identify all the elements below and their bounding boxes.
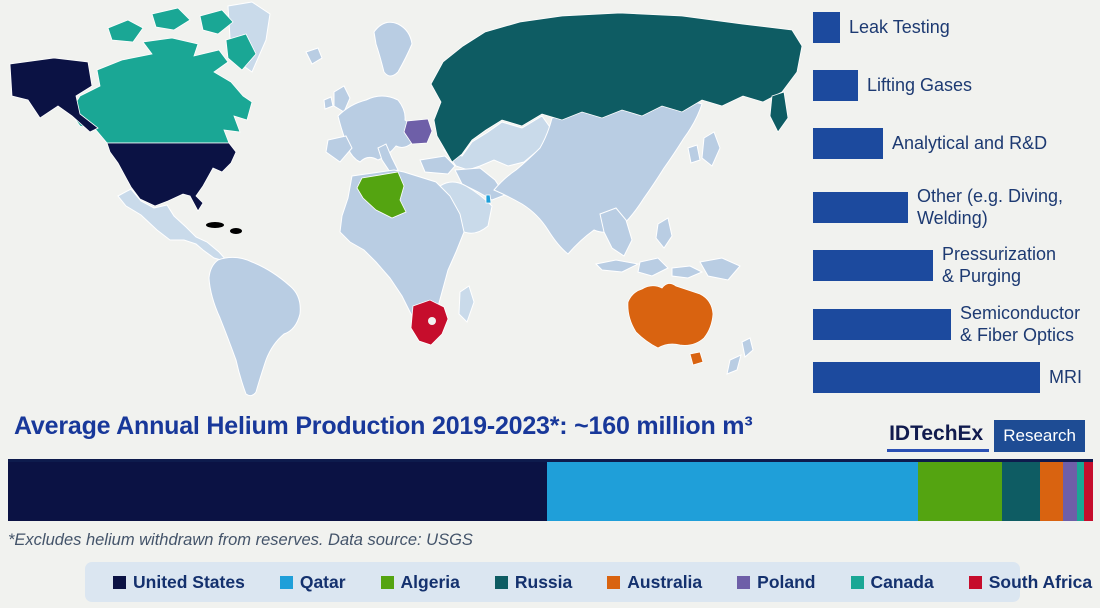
production-segment-south-africa: [1084, 462, 1093, 521]
legend-label: Poland: [757, 571, 816, 592]
legend-swatch: [850, 575, 864, 589]
map-country-australia: [627, 283, 714, 349]
map-landmass-britain: [333, 85, 351, 113]
map-landmass-iberia: [325, 135, 353, 163]
map-country-united-states: [106, 142, 237, 212]
map-country-australia-tasmania: [689, 351, 704, 366]
map-country-lesotho-hole: [428, 317, 436, 325]
app-bar-row: Leak Testing: [813, 12, 950, 43]
legend-item-poland: Poland: [737, 571, 816, 593]
production-segment-russia: [1001, 462, 1040, 521]
app-bar-label: MRI: [1049, 366, 1082, 387]
map-landmass-new-zealand-south: [726, 354, 742, 375]
country-legend: United States Qatar Algeria Russia Australia…: [85, 562, 1092, 602]
app-bar-label: Pressurization & Purging: [942, 244, 1057, 286]
legend-swatch: [113, 575, 126, 589]
legend-item-south-africa: South Africa: [968, 571, 1093, 593]
app-bar-row: Analytical and R&D: [813, 128, 1047, 159]
map-landmass-italy: [377, 143, 399, 173]
app-bar-label: Leak Testing: [849, 16, 950, 37]
map-landmass-scandinavia: [373, 21, 413, 77]
legend-item-canada: Canada: [850, 571, 934, 593]
legend-label: Australia: [627, 571, 703, 592]
app-bar: [813, 70, 858, 101]
app-bar-label: Lifting Gases: [867, 74, 973, 95]
app-bar-label: Semiconductor & Fiber Optics: [960, 303, 1081, 345]
production-segment-algeria: [918, 462, 1002, 521]
app-bar: [813, 250, 933, 282]
map-landmass-indochina: [599, 207, 633, 257]
app-bar-row: Pressurization & Purging: [813, 244, 1056, 288]
map-landmass-europe: [337, 95, 413, 163]
legend-label: South Africa: [988, 571, 1093, 592]
page-title: Average Annual Helium Production 2019-20…: [14, 412, 753, 440]
legend-label: Algeria: [400, 571, 460, 592]
legend-item-russia: Russia: [494, 571, 573, 593]
map-landmass-indonesia-3: [671, 265, 704, 279]
app-bar-label: Other (e.g. Diving, Welding): [917, 186, 1064, 228]
world-map: [0, 0, 812, 408]
production-segment-canada: [1076, 462, 1085, 521]
legend-label: Russia: [514, 571, 573, 592]
map-landmass-indonesia-2: [637, 257, 669, 277]
app-bar: [813, 192, 908, 224]
legend-swatch: [279, 575, 293, 589]
production-segment-qatar: [547, 462, 919, 521]
map-landmass-turkey: [419, 155, 456, 175]
legend-swatch: [968, 575, 982, 589]
legend-label: Qatar: [299, 571, 346, 592]
production-stacked-bar: [8, 459, 1093, 521]
idtechex-logo: IDTechEx Research: [887, 420, 1085, 452]
legend-item-algeria: Algeria: [380, 571, 460, 593]
map-country-poland: [403, 118, 433, 145]
map-country-canada-arctic-3: [199, 9, 234, 35]
legend-item-australia: Australia: [607, 572, 702, 593]
map-landmass-new-zealand-north: [741, 337, 754, 358]
map-landmass-hispaniola: [230, 228, 242, 234]
map-landmass-ireland: [323, 96, 334, 110]
applications-bar-chart: Leak Testing Lifting Gases Analytical and …: [810, 0, 1100, 405]
map-landmass-new-guinea: [699, 257, 741, 281]
map-landmass-indonesia-1: [594, 259, 640, 273]
app-bar: [813, 309, 951, 341]
app-bar: [813, 362, 1040, 393]
map-landmass-madagascar: [458, 285, 475, 323]
legend-swatch: [494, 575, 508, 589]
production-segment-poland: [1062, 462, 1077, 521]
map-landmass-japan: [701, 131, 721, 167]
idtechex-logo-brand: IDTechEx: [887, 420, 990, 452]
app-bar-label: Analytical and R&D: [892, 132, 1048, 153]
map-landmass-philippines: [655, 217, 673, 249]
map-landmass-south-america: [208, 256, 301, 397]
map-country-qatar: [485, 194, 492, 204]
app-bar: [813, 128, 883, 159]
map-country-algeria: [356, 171, 407, 219]
map-country-russia-kamchatka: [769, 91, 789, 133]
app-bar-row: Other (e.g. Diving, Welding): [813, 186, 1063, 230]
production-segment-australia: [1039, 462, 1063, 521]
map-landmass-iceland: [305, 47, 323, 65]
legend-swatch: [380, 575, 394, 589]
map-country-canada-arctic-1: [107, 19, 144, 43]
app-bar-row: MRI: [813, 362, 1082, 393]
idtechex-logo-research-badge: Research: [994, 420, 1085, 452]
legend-item-united-states: United States: [113, 572, 245, 593]
map-country-russia: [430, 12, 803, 163]
map-country-canada-arctic-2: [151, 7, 191, 31]
app-bar-row: Semiconductor & Fiber Optics: [813, 303, 1080, 347]
map-country-united-states-alaska: [9, 57, 99, 133]
footnote: *Excludes helium withdrawn from reserves…: [8, 531, 473, 549]
app-bar: [813, 12, 840, 43]
legend-swatch: [737, 575, 751, 589]
map-landmass-mexico-central-america: [117, 188, 230, 263]
legend-swatch: [607, 575, 621, 589]
legend-label: United States: [133, 571, 245, 592]
map-landmass-korea: [687, 144, 701, 164]
map-landmass-cuba: [206, 222, 224, 228]
production-segment-united-states: [8, 462, 548, 521]
legend-label: Canada: [870, 571, 934, 592]
map-country-canada-baffin: [225, 33, 257, 71]
legend-item-qatar: Qatar: [279, 571, 346, 593]
app-bar-row: Lifting Gases: [813, 70, 972, 101]
